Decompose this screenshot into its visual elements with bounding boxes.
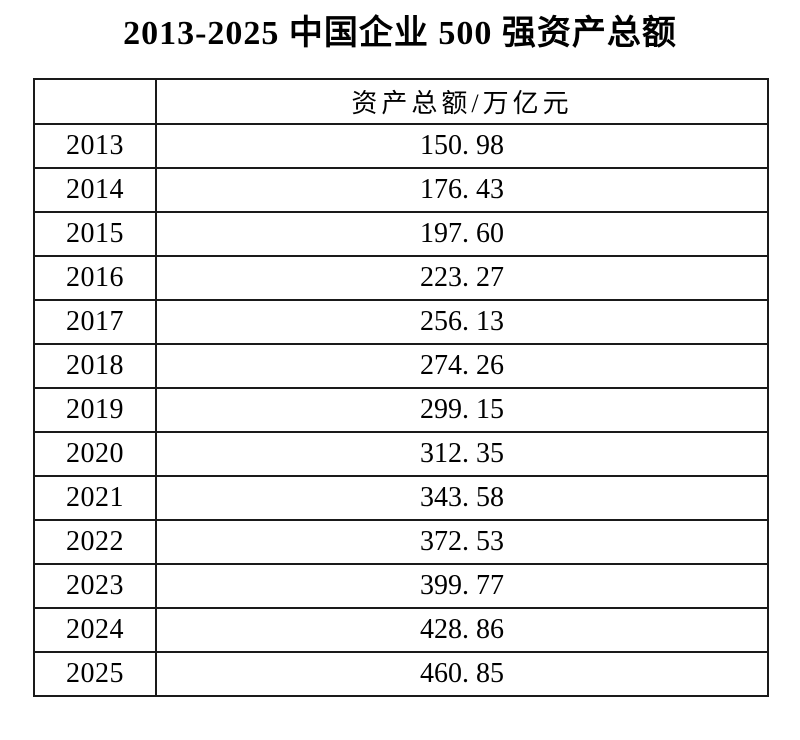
value-cell: 223. 27: [155, 254, 769, 301]
corner-header-cell: [33, 77, 157, 125]
table-row: 2025 460. 85: [33, 650, 769, 697]
value-cell: 460. 85: [155, 650, 769, 697]
year-cell: 2016: [33, 254, 157, 301]
year-cell: 2014: [33, 166, 157, 213]
year-cell: 2015: [33, 210, 157, 257]
value-cell: 399. 77: [155, 562, 769, 609]
table-row: 2022 372. 53: [33, 518, 769, 565]
table-row: 2013 150. 98: [33, 122, 769, 169]
year-cell: 2019: [33, 386, 157, 433]
table-row: 2017 256. 13: [33, 298, 769, 345]
table-row: 2023 399. 77: [33, 562, 769, 609]
year-cell: 2022: [33, 518, 157, 565]
year-cell: 2023: [33, 562, 157, 609]
value-cell: 274. 26: [155, 342, 769, 389]
year-cell: 2020: [33, 430, 157, 477]
assets-table: 资产总额/万亿元 2013 150. 98 2014 176. 43 2015 …: [33, 77, 769, 697]
table-row: 2019 299. 15: [33, 386, 769, 433]
table-row: 2018 274. 26: [33, 342, 769, 389]
table-row: 2016 223. 27: [33, 254, 769, 301]
table-row: 2014 176. 43: [33, 166, 769, 213]
value-cell: 256. 13: [155, 298, 769, 345]
table-row: 2020 312. 35: [33, 430, 769, 477]
year-cell: 2018: [33, 342, 157, 389]
document-page: 2013-2025 中国企业 500 强资产总额 资产总额/万亿元 2013 1…: [0, 14, 800, 697]
value-cell: 312. 35: [155, 430, 769, 477]
table-row: 2021 343. 58: [33, 474, 769, 521]
value-cell: 343. 58: [155, 474, 769, 521]
value-cell: 197. 60: [155, 210, 769, 257]
value-cell: 299. 15: [155, 386, 769, 433]
year-cell: 2024: [33, 606, 157, 653]
year-cell: 2021: [33, 474, 157, 521]
page-title: 2013-2025 中国企业 500 强资产总额: [123, 15, 677, 52]
value-cell: 150. 98: [155, 122, 769, 169]
year-cell: 2013: [33, 122, 157, 169]
header-row: 资产总额/万亿元: [33, 77, 769, 125]
value-cell: 428. 86: [155, 606, 769, 653]
value-header-cell: 资产总额/万亿元: [155, 77, 769, 125]
table-row: 2015 197. 60: [33, 210, 769, 257]
year-cell: 2017: [33, 298, 157, 345]
table-row: 2024 428. 86: [33, 606, 769, 653]
value-cell: 176. 43: [155, 166, 769, 213]
year-cell: 2025: [33, 650, 157, 697]
value-cell: 372. 53: [155, 518, 769, 565]
